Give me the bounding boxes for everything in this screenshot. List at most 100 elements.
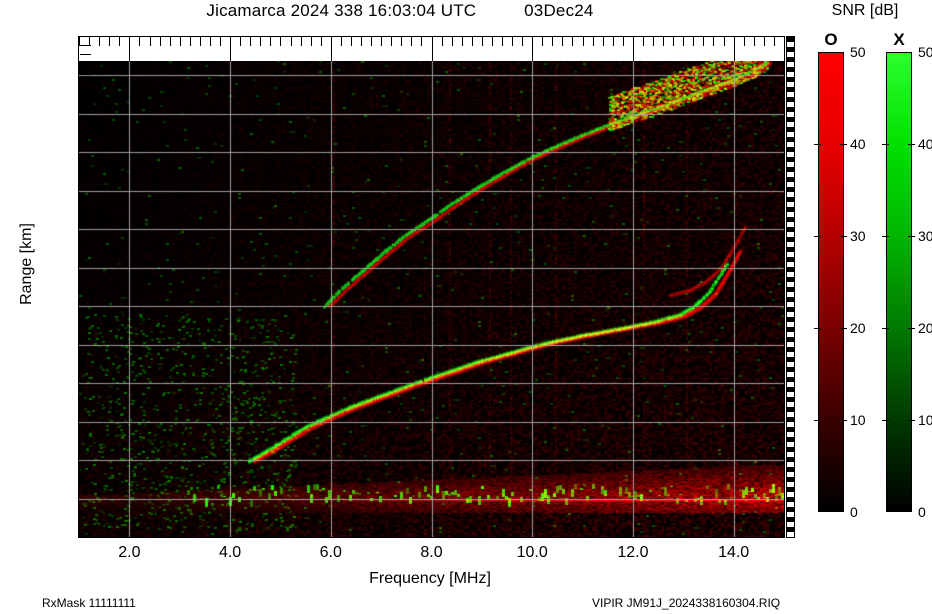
x-tick-top — [291, 37, 292, 46]
x-tick-top — [99, 37, 100, 46]
x-tick-top — [351, 37, 352, 46]
colorbar-tick — [840, 328, 847, 329]
y-axis-title: Range [km] — [18, 223, 35, 305]
x-tick-top — [472, 37, 473, 46]
right-edge-ruler — [786, 36, 795, 538]
x-tick-top — [593, 37, 594, 46]
top-axis-strip — [79, 37, 784, 61]
colorbar-tick-label: 50 — [918, 44, 932, 60]
colorbar-tick-label: 40 — [918, 136, 932, 152]
colorbar-tick-label: 10 — [918, 412, 932, 428]
x-tick-top — [532, 37, 533, 61]
x-tick-top — [280, 37, 281, 46]
y-tick-left — [80, 64, 91, 65]
x-tick-top — [482, 37, 483, 46]
x-tick-top — [683, 37, 684, 46]
page-title: Jicamarca 2024 338 16:03:04 UTC 03Dec24 — [0, 1, 800, 21]
colorbar-tick — [882, 420, 889, 421]
x-tick-top — [734, 37, 735, 61]
colorbar-tick — [908, 236, 915, 237]
colorbar-tick-label: 40 — [850, 136, 866, 152]
x-tick-top — [270, 37, 271, 46]
x-tick-top — [200, 37, 201, 46]
x-tick-top — [452, 37, 453, 46]
x-tick-top — [693, 37, 694, 46]
x-tick-top — [119, 37, 120, 46]
colorbar-title: SNR [dB] — [831, 2, 899, 19]
x-tick-top — [391, 37, 392, 46]
x-tick-top — [462, 37, 463, 46]
colorbar-tick — [882, 144, 889, 145]
x-tick-label: 12.0 — [617, 544, 649, 561]
x-tick-top — [371, 37, 372, 46]
colorbar-tick-label: 0 — [918, 504, 926, 520]
x-tick-top — [220, 37, 221, 46]
x-tick-top — [411, 37, 412, 46]
title-station: Jicamarca — [206, 1, 286, 20]
x-tick-top — [764, 37, 765, 46]
x-tick-top — [512, 37, 513, 46]
x-tick-top — [703, 37, 704, 46]
x-tick-top — [240, 37, 241, 46]
colorbar-tick-label: 20 — [918, 320, 932, 336]
x-tick-top — [160, 37, 161, 46]
x-tick-top — [522, 37, 523, 46]
colorbar-tick — [882, 236, 889, 237]
x-tick-top — [784, 37, 785, 46]
x-tick-label: 6.0 — [319, 544, 342, 561]
x-tick-top — [613, 37, 614, 46]
x-tick-top — [623, 37, 624, 46]
x-tick-label: 10.0 — [516, 544, 548, 561]
x-tick-label: 14.0 — [718, 544, 750, 561]
x-tick-top — [311, 37, 312, 46]
x-tick-top — [129, 37, 130, 61]
colorbar-x-gradient[interactable] — [886, 52, 912, 512]
rxmask-label: RxMask 11111111 — [42, 596, 136, 610]
colorbar-tick-label: 30 — [850, 228, 866, 244]
x-tick-top — [139, 37, 140, 46]
colorbar-x-label: X — [893, 30, 905, 49]
x-tick-top — [230, 37, 231, 61]
colorbar-tick — [840, 420, 847, 421]
colorbar-tick-label: 0 — [850, 504, 858, 520]
x-tick-top — [754, 37, 755, 46]
x-tick-top — [442, 37, 443, 46]
x-tick-top — [492, 37, 493, 46]
x-tick-top — [432, 37, 433, 61]
title-timestamp: 2024 338 16:03:04 UTC — [290, 1, 477, 20]
x-tick-top — [381, 37, 382, 46]
colorbar-tick-label: 30 — [918, 228, 932, 244]
x-tick-top — [170, 37, 171, 46]
x-tick-top — [180, 37, 181, 46]
x-tick-top — [341, 37, 342, 46]
x-tick-top — [583, 37, 584, 46]
x-tick-top — [421, 37, 422, 46]
x-tick-top — [643, 37, 644, 46]
x-tick-top — [301, 37, 302, 46]
colorbar-tick-label: 10 — [850, 412, 866, 428]
x-tick-top — [653, 37, 654, 46]
colorbar-tick — [908, 144, 915, 145]
x-tick-top — [260, 37, 261, 46]
x-tick-top — [633, 37, 634, 61]
colorbar-tick-label: 20 — [850, 320, 866, 336]
source-file-label: VIPIR JM91J_2024338160304.RIQ — [592, 596, 781, 610]
x-tick-top — [79, 37, 80, 46]
x-tick-top — [250, 37, 251, 46]
colorbar-tick — [840, 144, 847, 145]
y-tick-left — [80, 45, 91, 46]
title-date: 03Dec24 — [524, 1, 594, 20]
colorbar-tick — [814, 144, 821, 145]
x-tick-top — [89, 37, 90, 46]
x-tick-top — [713, 37, 714, 46]
x-tick-top — [321, 37, 322, 46]
colorbar-tick — [814, 236, 821, 237]
colorbar-o-gradient[interactable] — [818, 52, 844, 512]
x-axis-title: Frequency [MHz] — [369, 570, 491, 587]
x-tick-top — [572, 37, 573, 46]
x-tick-top — [673, 37, 674, 46]
colorbar-tick — [908, 420, 915, 421]
y-tick-left — [80, 74, 91, 75]
ionogram-image[interactable] — [79, 61, 784, 537]
x-tick-top — [774, 37, 775, 46]
